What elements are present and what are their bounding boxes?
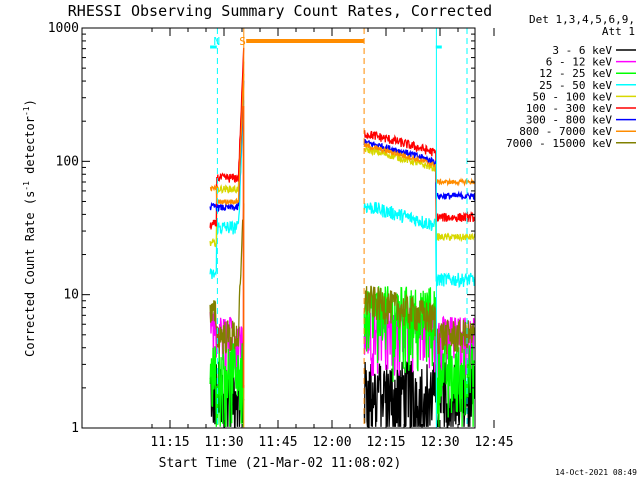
series-line-2 [363,286,476,427]
y-axis-label-main: Corrected Count Rate (s [23,191,37,357]
series-line-3 [209,100,245,280]
flag-label: S [239,35,246,48]
legend-label: 6 - 12 keV [546,56,613,69]
series-line-7 [209,73,245,206]
legend-label: 25 - 50 keV [539,79,612,92]
series-line-5 [209,47,245,230]
legend-label: 100 - 300 keV [526,102,612,115]
legend-label: 12 - 25 keV [539,67,612,80]
x-tick-label: 12:45 [474,435,513,450]
series-line-8 [209,203,245,354]
x-tick-label: 12:30 [420,435,459,450]
x-tick-label: 12:15 [366,435,405,450]
plot-frame [81,27,476,429]
y-tick-label: 100 [56,154,79,169]
footer-timestamp: 14-Oct-2021 08:49 [555,468,637,477]
y-tick-label: 1000 [48,21,79,36]
x-tick-label: 11:45 [258,435,297,450]
x-axis: 11:15 11:30 11:45 12:00 12:15 12:30 12:45 [150,28,514,450]
legend-title: Det 1,3,4,5,6,9, [529,13,635,26]
legend-subtitle: Att 1 [602,25,635,38]
y-axis-label: Corrected Count Rate (s-1 detector-1) [22,99,37,357]
legend-label: 7000 - 15000 keV [506,137,612,150]
y-axis-label-end: ) [23,99,37,106]
series-line-7 [363,142,476,187]
series-line-3 [363,201,476,289]
chart-title: RHESSI Observing Summary Count Rates, Co… [68,2,492,20]
legend-label: 300 - 800 keV [526,114,612,127]
series-line-8 [363,285,476,355]
legend-label: 800 - 7000 keV [519,125,612,138]
x-axis-label: Start Time (21-Mar-02 11:08:02) [159,456,402,471]
series-line-2 [209,342,245,427]
series-line-4 [209,61,245,248]
x-tick-label: 11:30 [204,435,243,450]
legend-label: 3 - 6 keV [552,44,612,57]
x-tick-label: 11:15 [150,435,189,450]
y-tick-label: 10 [63,288,79,303]
series-line-6 [209,80,245,213]
y-tick-label: 1 [71,421,79,436]
y-axis-label-sup2: -1 [22,106,31,116]
y-axis-label-sup1: -1 [22,181,31,191]
x-tick-label: 12:00 [312,435,351,450]
y-axis-label-mid: detector [23,116,37,181]
series-line-5 [363,130,476,223]
y-axis: 1 10 100 1000 [48,21,475,436]
series-line-6 [363,139,476,201]
flag-label: N [213,35,220,48]
legend-label: 50 - 100 keV [533,90,613,103]
